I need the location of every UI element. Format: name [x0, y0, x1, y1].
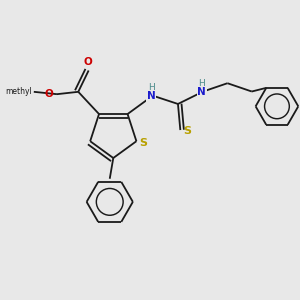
Text: N: N [147, 91, 156, 101]
Text: H: H [198, 79, 205, 88]
Text: methyl: methyl [6, 87, 32, 96]
Text: S: S [139, 138, 147, 148]
Text: O: O [84, 57, 92, 67]
Text: H: H [148, 83, 155, 92]
Text: N: N [197, 87, 206, 97]
Text: S: S [183, 126, 191, 136]
Text: O: O [44, 88, 53, 99]
